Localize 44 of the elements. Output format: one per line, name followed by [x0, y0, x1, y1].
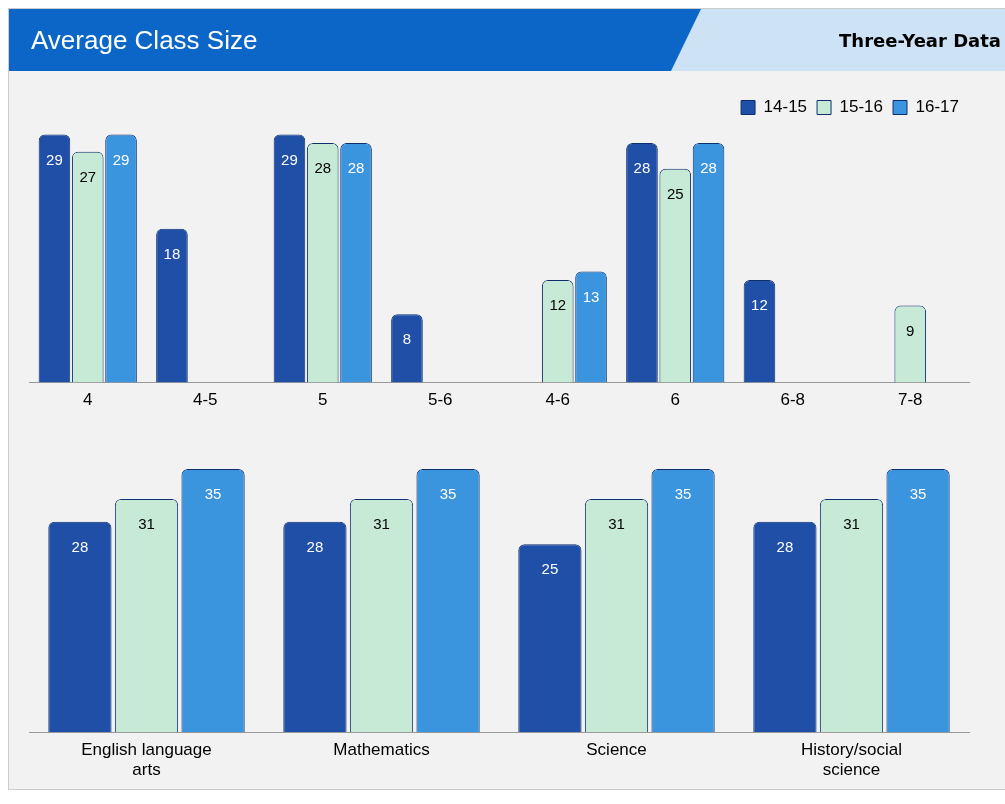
data-label: 8 — [402, 330, 412, 348]
x-tick-label: 5-6 — [427, 390, 453, 410]
data-label: 28 — [314, 159, 332, 177]
data-label: 28 — [700, 159, 717, 177]
data-label: 13 — [582, 287, 600, 305]
data-label: 28 — [347, 159, 365, 177]
legend-label: 16-17 — [915, 97, 959, 117]
legend-label: 15-16 — [839, 97, 884, 117]
x-tick-label: 4 — [83, 390, 93, 410]
data-label: 31 — [843, 515, 860, 533]
x-tick-label: 4-6 — [545, 390, 571, 410]
data-label: 29 — [281, 150, 298, 168]
data-label: 29 — [112, 150, 130, 168]
x-tick-label: 7-8 — [897, 390, 923, 410]
data-label: 31 — [373, 515, 390, 533]
data-label: 28 — [633, 159, 651, 177]
x-tick-label: 4-5 — [192, 390, 218, 410]
data-label: 35 — [674, 485, 692, 503]
x-tick-label: Mathematics — [333, 740, 430, 760]
data-label: 9 — [906, 321, 915, 339]
x-tick-label: 6-8 — [780, 390, 806, 410]
x-tick-label: History/social science — [800, 740, 903, 780]
data-label: 25 — [541, 560, 559, 578]
legend-label: 14-15 — [763, 97, 808, 117]
data-label: 12 — [751, 296, 768, 314]
data-label: 31 — [138, 515, 155, 533]
data-label: 31 — [608, 515, 625, 533]
data-label: 35 — [909, 485, 927, 503]
data-label: 35 — [204, 485, 222, 503]
x-tick-label: 6 — [670, 390, 680, 410]
data-label: 12 — [549, 296, 567, 314]
data-label: 28 — [71, 537, 89, 555]
data-label: 18 — [163, 244, 181, 262]
data-label: 25 — [666, 184, 684, 202]
x-tick-label: English language arts — [81, 740, 212, 780]
chart-title: Average Class Size — [31, 24, 258, 56]
x-tick-label: Science — [586, 740, 647, 760]
chart-subtitle: Three-Year Data — [839, 29, 1001, 51]
data-label: 28 — [776, 537, 794, 555]
data-label: 27 — [79, 167, 97, 185]
data-label: 29 — [46, 150, 63, 168]
data-label: 35 — [439, 485, 457, 503]
data-label: 28 — [306, 537, 324, 555]
x-tick-label: 5 — [318, 390, 328, 410]
